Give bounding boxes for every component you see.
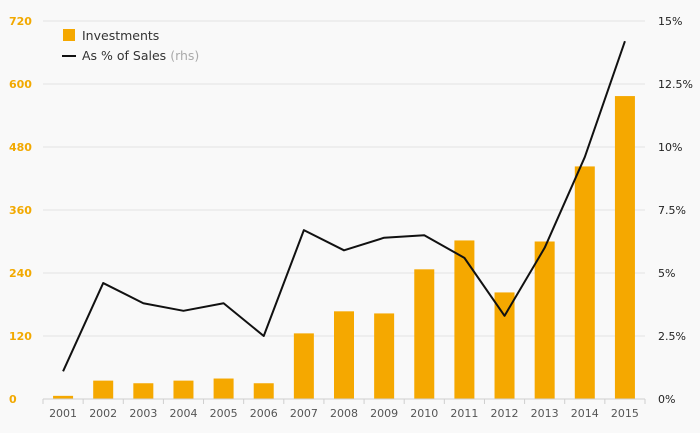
x-tick-label: 2003 [129,407,157,420]
y-left-tick-label: 480 [9,141,32,154]
bar [534,241,555,399]
x-tick-label: 2012 [491,407,519,420]
bar [253,383,274,399]
legend: Investments As % of Sales (rhs) [62,28,199,63]
bar [454,240,475,399]
x-tick-label: 2005 [210,407,238,420]
x-tick-label: 2007 [290,407,318,420]
y-right-tick-label: 5% [658,267,675,280]
bar [133,383,154,399]
y-left-tick-label: 120 [9,330,32,343]
x-tick-label: 2006 [250,407,278,420]
x-tick-label: 2014 [571,407,599,420]
y-right-tick-label: 15% [658,15,682,28]
x-tick-label: 2010 [410,407,438,420]
bar [494,292,515,399]
line-path [62,40,626,372]
grid-lines [43,20,645,337]
y-right-tick-label: 10% [658,141,682,154]
x-tick-label: 2015 [611,407,639,420]
y-left-tick-label: 0 [9,393,17,406]
legend-label-investments: Investments [82,28,159,43]
y-right-tick-label: 7.5% [658,204,686,217]
bar [173,380,194,399]
axes: 0 120 240 360 480 600 720 0% 2.5% 5% 7.5% 10% 12.5% 1… [9,15,693,420]
y-left-tick-label: 240 [9,267,32,280]
bar [93,380,114,399]
y-right-tick-label: 12.5% [658,78,693,91]
x-tick-label: 2001 [49,407,77,420]
y-right-tick-label: 2.5% [658,330,686,343]
legend-swatch-investments [63,29,75,41]
legend-label-rhs: (rhs) [170,48,199,63]
x-tick-label: 2002 [89,407,117,420]
legend-label-pct-sales-group: As % of Sales (rhs) [82,48,199,63]
y-right-tick-label: 0% [658,393,675,406]
y-left-tick-label: 720 [9,15,32,28]
x-tick-label: 2011 [450,407,478,420]
bar [334,311,354,399]
bar [374,313,395,399]
bar [614,96,635,399]
bar-series [53,96,635,399]
y-left-tick-label: 360 [9,204,32,217]
x-tick-label: 2004 [169,407,197,420]
legend-label-pct-sales: As % of Sales [82,48,166,63]
bar [414,269,435,399]
x-tick-label: 2013 [531,407,559,420]
bar [574,166,595,399]
bar [213,378,234,399]
line-series [62,40,626,372]
bar [293,333,314,399]
x-tick-label: 2009 [370,407,398,420]
bar [53,395,74,399]
x-tick-label: 2008 [330,407,358,420]
y-left-tick-label: 600 [9,78,32,91]
